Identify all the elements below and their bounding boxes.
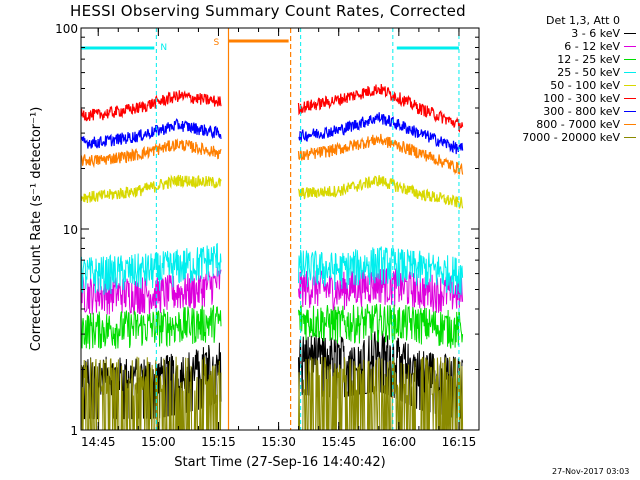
- legend-swatch: [624, 46, 636, 47]
- legend: Det 1,3, Att 0 3 - 6 keV 6 - 12 keV 12 -…: [484, 14, 636, 144]
- x-tick-label: 15:30: [261, 435, 296, 449]
- legend-entry: 800 - 7000 keV: [484, 118, 636, 131]
- series-line: [80, 112, 464, 155]
- series-line: [80, 83, 464, 133]
- y-tick-label: 10: [63, 223, 78, 237]
- legend-entry: 7000 - 20000 keV: [484, 131, 636, 144]
- x-tick-label: 14:45: [81, 435, 116, 449]
- y-tick-label: 1: [70, 424, 78, 438]
- legend-label: 300 - 800 keV: [543, 105, 620, 118]
- x-tick-label: 16:00: [382, 435, 417, 449]
- x-tick-label: 15:45: [321, 435, 356, 449]
- legend-label: 50 - 100 keV: [550, 79, 620, 92]
- legend-label: 800 - 7000 keV: [536, 118, 620, 131]
- legend-label: 6 - 12 keV: [564, 40, 620, 53]
- legend-label: 3 - 6 keV: [571, 27, 620, 40]
- legend-label: 7000 - 20000 keV: [522, 131, 620, 144]
- x-tick-label: 15:00: [141, 435, 176, 449]
- y-tick-label: 100: [55, 22, 78, 36]
- legend-swatch: [624, 85, 636, 86]
- legend-label: 100 - 300 keV: [543, 92, 620, 105]
- legend-entry: 25 - 50 keV: [484, 66, 636, 79]
- legend-label: 25 - 50 keV: [557, 66, 620, 79]
- legend-entry: 3 - 6 keV: [484, 27, 636, 40]
- x-tick-label: 15:15: [201, 435, 236, 449]
- series-line: [80, 303, 464, 350]
- legend-header: Det 1,3, Att 0: [546, 14, 620, 27]
- series-line: [80, 267, 464, 315]
- legend-swatch: [624, 33, 636, 34]
- night-bar-label: N: [160, 43, 167, 53]
- x-axis-label: Start Time (27-Sep-16 14:40:42): [174, 455, 385, 470]
- legend-swatch: [624, 72, 636, 73]
- series-line: [80, 174, 464, 209]
- legend-label: 12 - 25 keV: [557, 53, 620, 66]
- legend-swatch: [624, 124, 636, 125]
- generated-timestamp: 27-Nov-2017 03:03: [552, 467, 630, 476]
- legend-swatch: [624, 111, 636, 112]
- legend-entry: 100 - 300 keV: [484, 92, 636, 105]
- y-axis-label: Corrected Count Rate (s⁻¹ detector⁻¹): [29, 107, 44, 352]
- legend-entry: 50 - 100 keV: [484, 79, 636, 92]
- legend-entry: 6 - 12 keV: [484, 40, 636, 53]
- legend-entry: 300 - 800 keV: [484, 105, 636, 118]
- series-line: [80, 133, 464, 176]
- chart-title: HESSI Observing Summary Count Rates, Cor…: [70, 2, 466, 20]
- legend-swatch: [624, 59, 636, 60]
- legend-swatch: [624, 98, 636, 99]
- legend-swatch: [624, 137, 636, 138]
- saa-bar-label: S: [213, 38, 219, 48]
- x-tick-label: 16:15: [442, 435, 477, 449]
- legend-entry: 12 - 25 keV: [484, 53, 636, 66]
- series-line: [80, 242, 464, 296]
